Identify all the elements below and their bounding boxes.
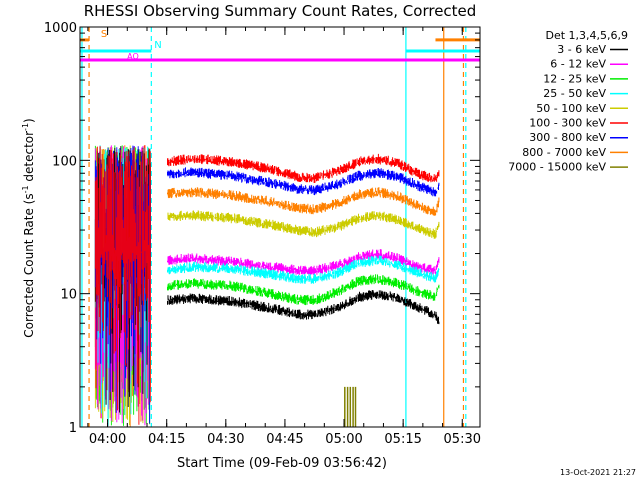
x-tick-label-6: 05:15: [384, 432, 421, 447]
series-trace-3: [167, 187, 440, 216]
y-tick-label-2: 10: [60, 288, 77, 303]
series-trace-6: [167, 255, 440, 284]
legend-label-6: 100 - 300 keV: [529, 117, 606, 130]
legend-label-2: 6 - 12 keV: [550, 58, 606, 71]
series-trace-2: [167, 167, 440, 197]
legend-title: Det 1,3,4,5,6,9: [545, 29, 628, 42]
x-tick-label-3: 04:30: [207, 432, 244, 447]
x-tick-label-7: 05:30: [444, 432, 481, 447]
plot-frame: [79, 26, 481, 428]
legend-label-3: 12 - 25 keV: [543, 72, 606, 85]
series-trace-4: [167, 210, 440, 239]
y-tick-label-3: 100: [52, 154, 77, 169]
axes: 04:00 04:15 04:30 04:45 05:00 05:15 05:30 1 10 10…: [44, 21, 481, 447]
x-axis-label: Start Time (09-Feb-09 03:56:42): [177, 456, 387, 471]
series-trace-1: [167, 153, 440, 183]
series-trace-8: [167, 290, 440, 325]
y-tick-label-1: 1: [69, 421, 77, 436]
flag-label-n: N: [154, 40, 161, 51]
y-axis-label: Corrected Count Rate (s-1 detector-1): [21, 118, 36, 337]
chart-title: RHESSI Observing Summary Count Rates, Co…: [84, 2, 477, 20]
x-tick-label-5: 05:00: [325, 432, 362, 447]
legend-label-7: 300 - 800 keV: [529, 131, 606, 144]
series-trace-5: [167, 249, 440, 276]
flag-label-ao: AO: [127, 52, 139, 61]
date-stamp: 13-Oct-2021 21:27: [560, 468, 636, 477]
series-trace-7: [167, 274, 440, 306]
x-tick-label-4: 04:45: [266, 432, 303, 447]
legend-label-4: 25 - 50 keV: [543, 87, 606, 100]
series-trace-high-energy: [344, 386, 357, 427]
plot-area: S N AO: [80, 27, 480, 427]
flag-label-s: S: [101, 29, 107, 40]
x-tick-label-2: 04:15: [148, 432, 185, 447]
legend-label-9: 7000 - 15000 keV: [508, 161, 606, 174]
burst-trace-8: [94, 145, 151, 425]
legend-label-1: 3 - 6 keV: [557, 43, 606, 56]
legend-label-5: 50 - 100 keV: [536, 102, 606, 115]
y-tick-label-4: 1000: [44, 21, 77, 36]
x-tick-label-1: 04:00: [89, 432, 126, 447]
legend-label-8: 800 - 7000 keV: [522, 146, 606, 159]
